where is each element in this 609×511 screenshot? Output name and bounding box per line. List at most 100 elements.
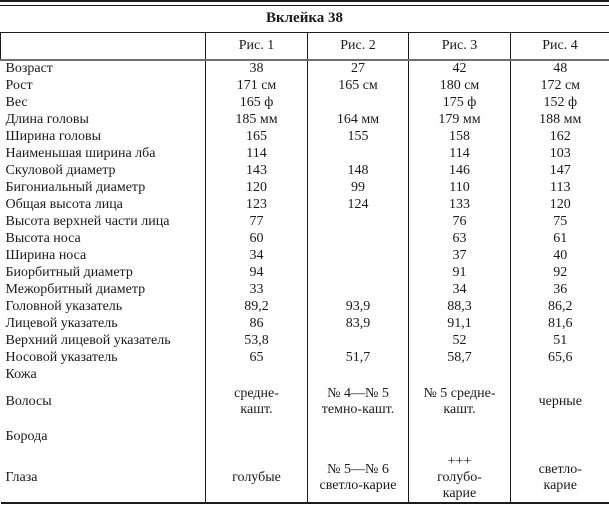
cell-value: 113 [510, 179, 609, 196]
cell-value [307, 213, 409, 230]
table-row: Кожа [1, 366, 609, 383]
cell-value: 76 [408, 213, 511, 230]
row-label: Головной указатель [5, 298, 123, 314]
cell-value [205, 366, 308, 383]
cell-value: 65,6 [510, 349, 609, 366]
cell-value: 179 мм [408, 111, 511, 128]
column-header-fig2: Рис. 2 [307, 32, 409, 61]
cell-value: 38 [205, 60, 308, 77]
row-label: Носовой указатель [5, 349, 118, 365]
row-label: Бигониальный диаметр [5, 179, 146, 195]
cell-value: № 5—№ 6 светло-карие [307, 453, 409, 503]
cell-value: черные [510, 383, 609, 420]
cell-value: 27 [307, 60, 409, 77]
table-row: Головной указатель 89,2 93,9 88,3 86,2 [1, 298, 609, 315]
cell-value: 99 [307, 179, 409, 196]
cell-value: 60 [205, 230, 308, 247]
cell-value [408, 366, 511, 383]
cell-value: 58,7 [408, 349, 511, 366]
top-double-rule [0, 0, 609, 6]
cell-value: 165 ф [205, 94, 308, 111]
cell-value: 103 [510, 145, 609, 162]
table-row: Общая высота лица 123 124 133 120 [1, 196, 609, 213]
cell-value: 120 [205, 179, 308, 196]
table-row: Биорбитный диаметр 94 91 92 [1, 264, 609, 281]
header-row: Рис. 1 Рис. 2 Рис. 3 Рис. 4 [0, 32, 609, 61]
cell-value: 175 ф [408, 94, 511, 111]
cell-value: 34 [408, 281, 511, 298]
cell-value: 162 [510, 128, 609, 145]
table-row: Верхний лицевой указатель 53,8 52 51 [1, 332, 609, 349]
cell-value [307, 264, 409, 281]
row-label: Длина головы [5, 111, 89, 127]
cell-value: 114 [205, 145, 308, 162]
cell-value: 147 [510, 162, 609, 179]
cell-value: 94 [205, 264, 308, 281]
cell-value: 63 [408, 230, 511, 247]
table-row: Лицевой указатель 86 83,9 91,1 81,6 [1, 315, 609, 332]
cell-value: 114 [408, 145, 511, 162]
table-row: Наименьшая ширина лба 114 114 103 [1, 145, 609, 162]
cell-value: 37 [408, 247, 511, 264]
cell-value: средне- кашт. [205, 383, 308, 420]
table-row: Рост 171 см 165 см 180 см 172 см [1, 77, 609, 94]
row-label: Высота верхней части лица [5, 213, 170, 229]
table-row: Ширина носа 34 37 40 [1, 247, 609, 264]
cell-value: 77 [205, 213, 308, 230]
cell-value [510, 420, 609, 453]
cell-value [408, 420, 511, 453]
row-label: Высота носа [5, 230, 81, 246]
table-row: Высота верхней части лица 77 76 75 [1, 213, 609, 230]
row-label: Возраст [5, 61, 53, 76]
cell-value: 34 [205, 247, 308, 264]
cell-value: 51 [510, 332, 609, 349]
table-row: Борода [1, 420, 609, 453]
row-label: Рост [5, 77, 33, 93]
row-label: Борода [5, 428, 48, 444]
cell-value: 124 [307, 196, 409, 213]
table-row: Ширина головы 165 155 158 162 [1, 128, 609, 145]
cell-value: 88,3 [408, 298, 511, 315]
column-header-fig3: Рис. 3 [408, 32, 511, 61]
cell-value: 172 см [510, 77, 609, 94]
cell-value: 146 [408, 162, 511, 179]
row-label: Волосы [5, 393, 52, 409]
table-body: Возраст 38 27 42 48 Рост 171 см 165 см 1… [1, 60, 609, 503]
row-label: Лицевой указатель [5, 315, 118, 331]
table-title: Вклейка 38 [265, 10, 344, 26]
cell-value: светло- карие [510, 453, 609, 503]
cell-value: 164 мм [307, 111, 409, 128]
cell-value [205, 420, 308, 453]
row-label: Наименьшая ширина лба [5, 145, 156, 161]
row-label: Вес [5, 94, 28, 110]
cell-value: 92 [510, 264, 609, 281]
cell-value: 42 [408, 60, 511, 77]
cell-value: голубые [205, 453, 308, 503]
cell-value: 120 [510, 196, 609, 213]
cell-value: 110 [408, 179, 511, 196]
row-label: Глаза [5, 469, 38, 485]
cell-value: 133 [408, 196, 511, 213]
cell-value [307, 281, 409, 298]
table-row: Межорбитный диаметр 33 34 36 [1, 281, 609, 298]
table-row: Возраст 38 27 42 48 [1, 60, 609, 77]
row-label: Кожа [5, 366, 37, 382]
cell-value [307, 247, 409, 264]
cell-value: 143 [205, 162, 308, 179]
column-header-fig1: Рис. 1 [205, 32, 308, 61]
table-row: Глаза голубые № 5—№ 6 светло-карие +++ г… [1, 453, 609, 503]
cell-value [307, 94, 409, 111]
table-row: Волосы средне- кашт. № 4—№ 5 темно-кашт.… [1, 383, 609, 420]
row-label: Ширина носа [5, 247, 87, 263]
corner-header-cell [0, 32, 206, 61]
cell-value: 158 [408, 128, 511, 145]
row-label: Верхний лицевой указатель [5, 332, 171, 348]
table-row: Носовой указатель 65 51,7 58,7 65,6 [1, 349, 609, 366]
cell-value: № 5 средне- кашт. [408, 383, 511, 420]
cell-value: 91 [408, 264, 511, 281]
row-label: Общая высота лица [5, 196, 123, 212]
cell-value: № 4—№ 5 темно-кашт. [307, 383, 409, 420]
cell-value: 180 см [408, 77, 511, 94]
cell-value: 40 [510, 247, 609, 264]
